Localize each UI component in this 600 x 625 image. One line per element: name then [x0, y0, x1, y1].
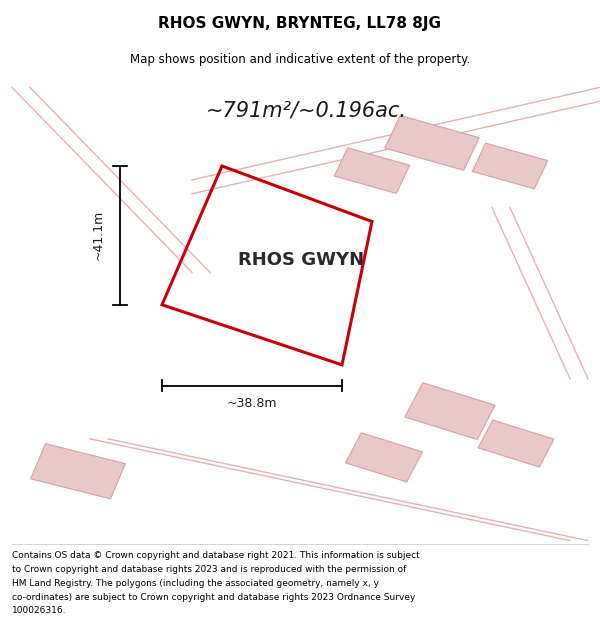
Text: RHOS GWYN: RHOS GWYN — [238, 251, 365, 269]
Polygon shape — [405, 382, 495, 439]
Text: ~38.8m: ~38.8m — [227, 398, 277, 410]
Polygon shape — [472, 143, 548, 189]
Text: to Crown copyright and database rights 2023 and is reproduced with the permissio: to Crown copyright and database rights 2… — [12, 564, 406, 574]
Text: Contains OS data © Crown copyright and database right 2021. This information is : Contains OS data © Crown copyright and d… — [12, 551, 420, 560]
Polygon shape — [334, 148, 410, 194]
Text: 100026316.: 100026316. — [12, 606, 67, 616]
Text: ~791m²/~0.196ac.: ~791m²/~0.196ac. — [205, 101, 407, 121]
Text: HM Land Registry. The polygons (including the associated geometry, namely x, y: HM Land Registry. The polygons (includin… — [12, 579, 379, 587]
Text: RHOS GWYN, BRYNTEG, LL78 8JG: RHOS GWYN, BRYNTEG, LL78 8JG — [158, 16, 442, 31]
Polygon shape — [385, 116, 479, 170]
Polygon shape — [478, 420, 554, 467]
Polygon shape — [31, 444, 125, 499]
Text: Map shows position and indicative extent of the property.: Map shows position and indicative extent… — [130, 53, 470, 66]
Polygon shape — [346, 433, 422, 482]
Text: ~41.1m: ~41.1m — [92, 210, 105, 261]
Text: co-ordinates) are subject to Crown copyright and database rights 2023 Ordnance S: co-ordinates) are subject to Crown copyr… — [12, 592, 415, 601]
